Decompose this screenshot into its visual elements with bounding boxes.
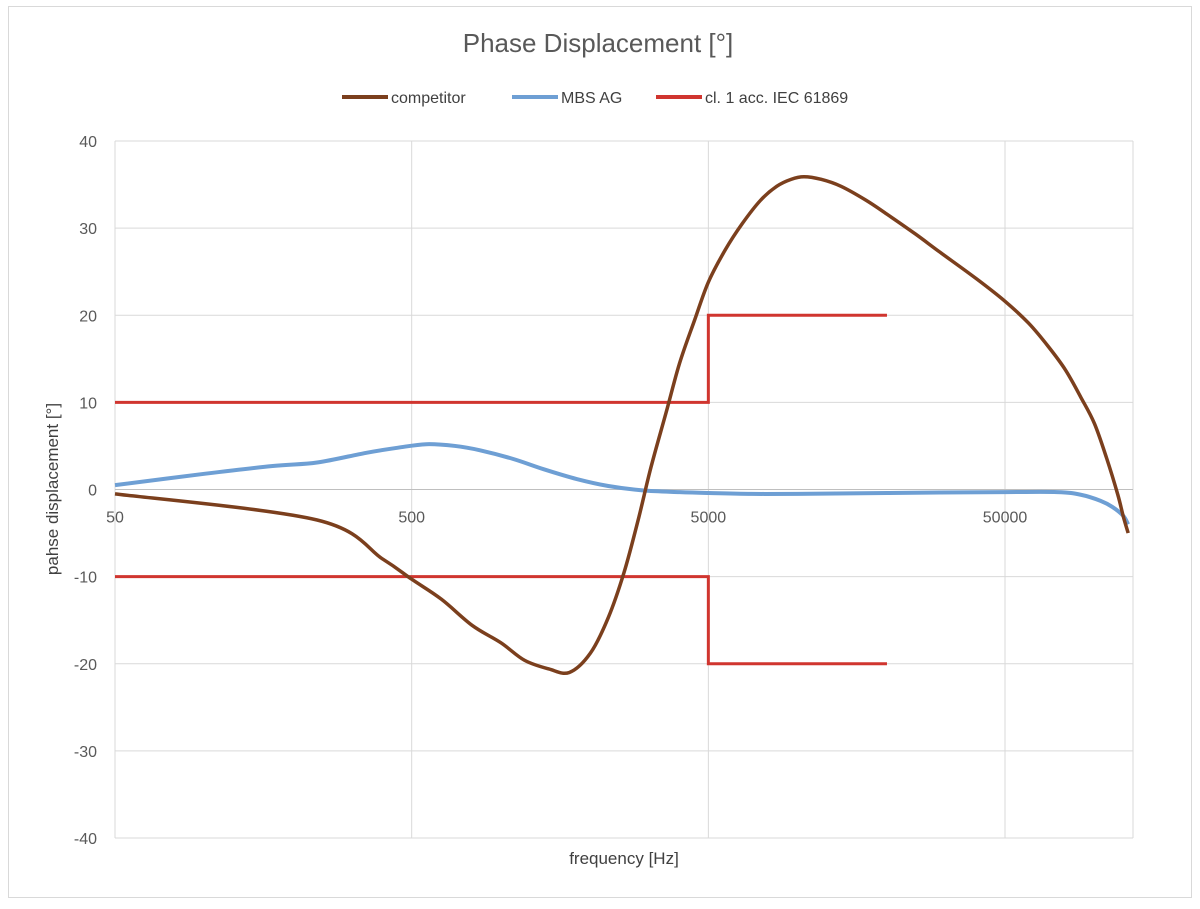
chart-frame [8, 6, 1192, 898]
y-tick-label: -40 [74, 831, 97, 848]
series-line-mbs-ag [114, 442, 1130, 526]
chart-title: Phase Displacement [°] [463, 28, 734, 58]
x-tick-label: 500 [398, 510, 425, 527]
y-tick-label: 10 [79, 395, 97, 412]
y-tick-label: 0 [88, 483, 97, 500]
legend-label-mbs-ag: MBS AG [561, 90, 622, 107]
grid-layer [114, 140, 1134, 839]
series-line-competitor [114, 174, 1130, 676]
legend-label-competitor: competitor [391, 90, 466, 107]
y-tick-label: -20 [74, 657, 97, 674]
x-axis-label: frequency [Hz] [569, 849, 679, 868]
y-tick-label: 20 [79, 308, 97, 325]
series-line-iec-limit-upper [115, 313, 887, 404]
series-line-iec-limit-lower [115, 575, 887, 666]
series-layer [114, 174, 1130, 676]
x-tick-label: 50 [106, 510, 124, 527]
x-tick-label: 5000 [691, 510, 727, 527]
y-axis-label: pahse displacement [°] [43, 403, 62, 575]
legend: competitor MBS AG cl. 1 acc. IEC 61869 [342, 90, 848, 107]
y-tick-label: -10 [74, 570, 97, 587]
x-tick-label: 50000 [983, 510, 1028, 527]
y-tick-label: -30 [74, 744, 97, 761]
legend-label-iec-limit: cl. 1 acc. IEC 61869 [705, 90, 848, 107]
y-tick-label: 40 [79, 134, 97, 151]
y-tick-label: 30 [79, 221, 97, 238]
tick-layer: -40 -30 -20 -10 0 10 20 30 40 50 500 5000 50000 [74, 134, 1027, 848]
